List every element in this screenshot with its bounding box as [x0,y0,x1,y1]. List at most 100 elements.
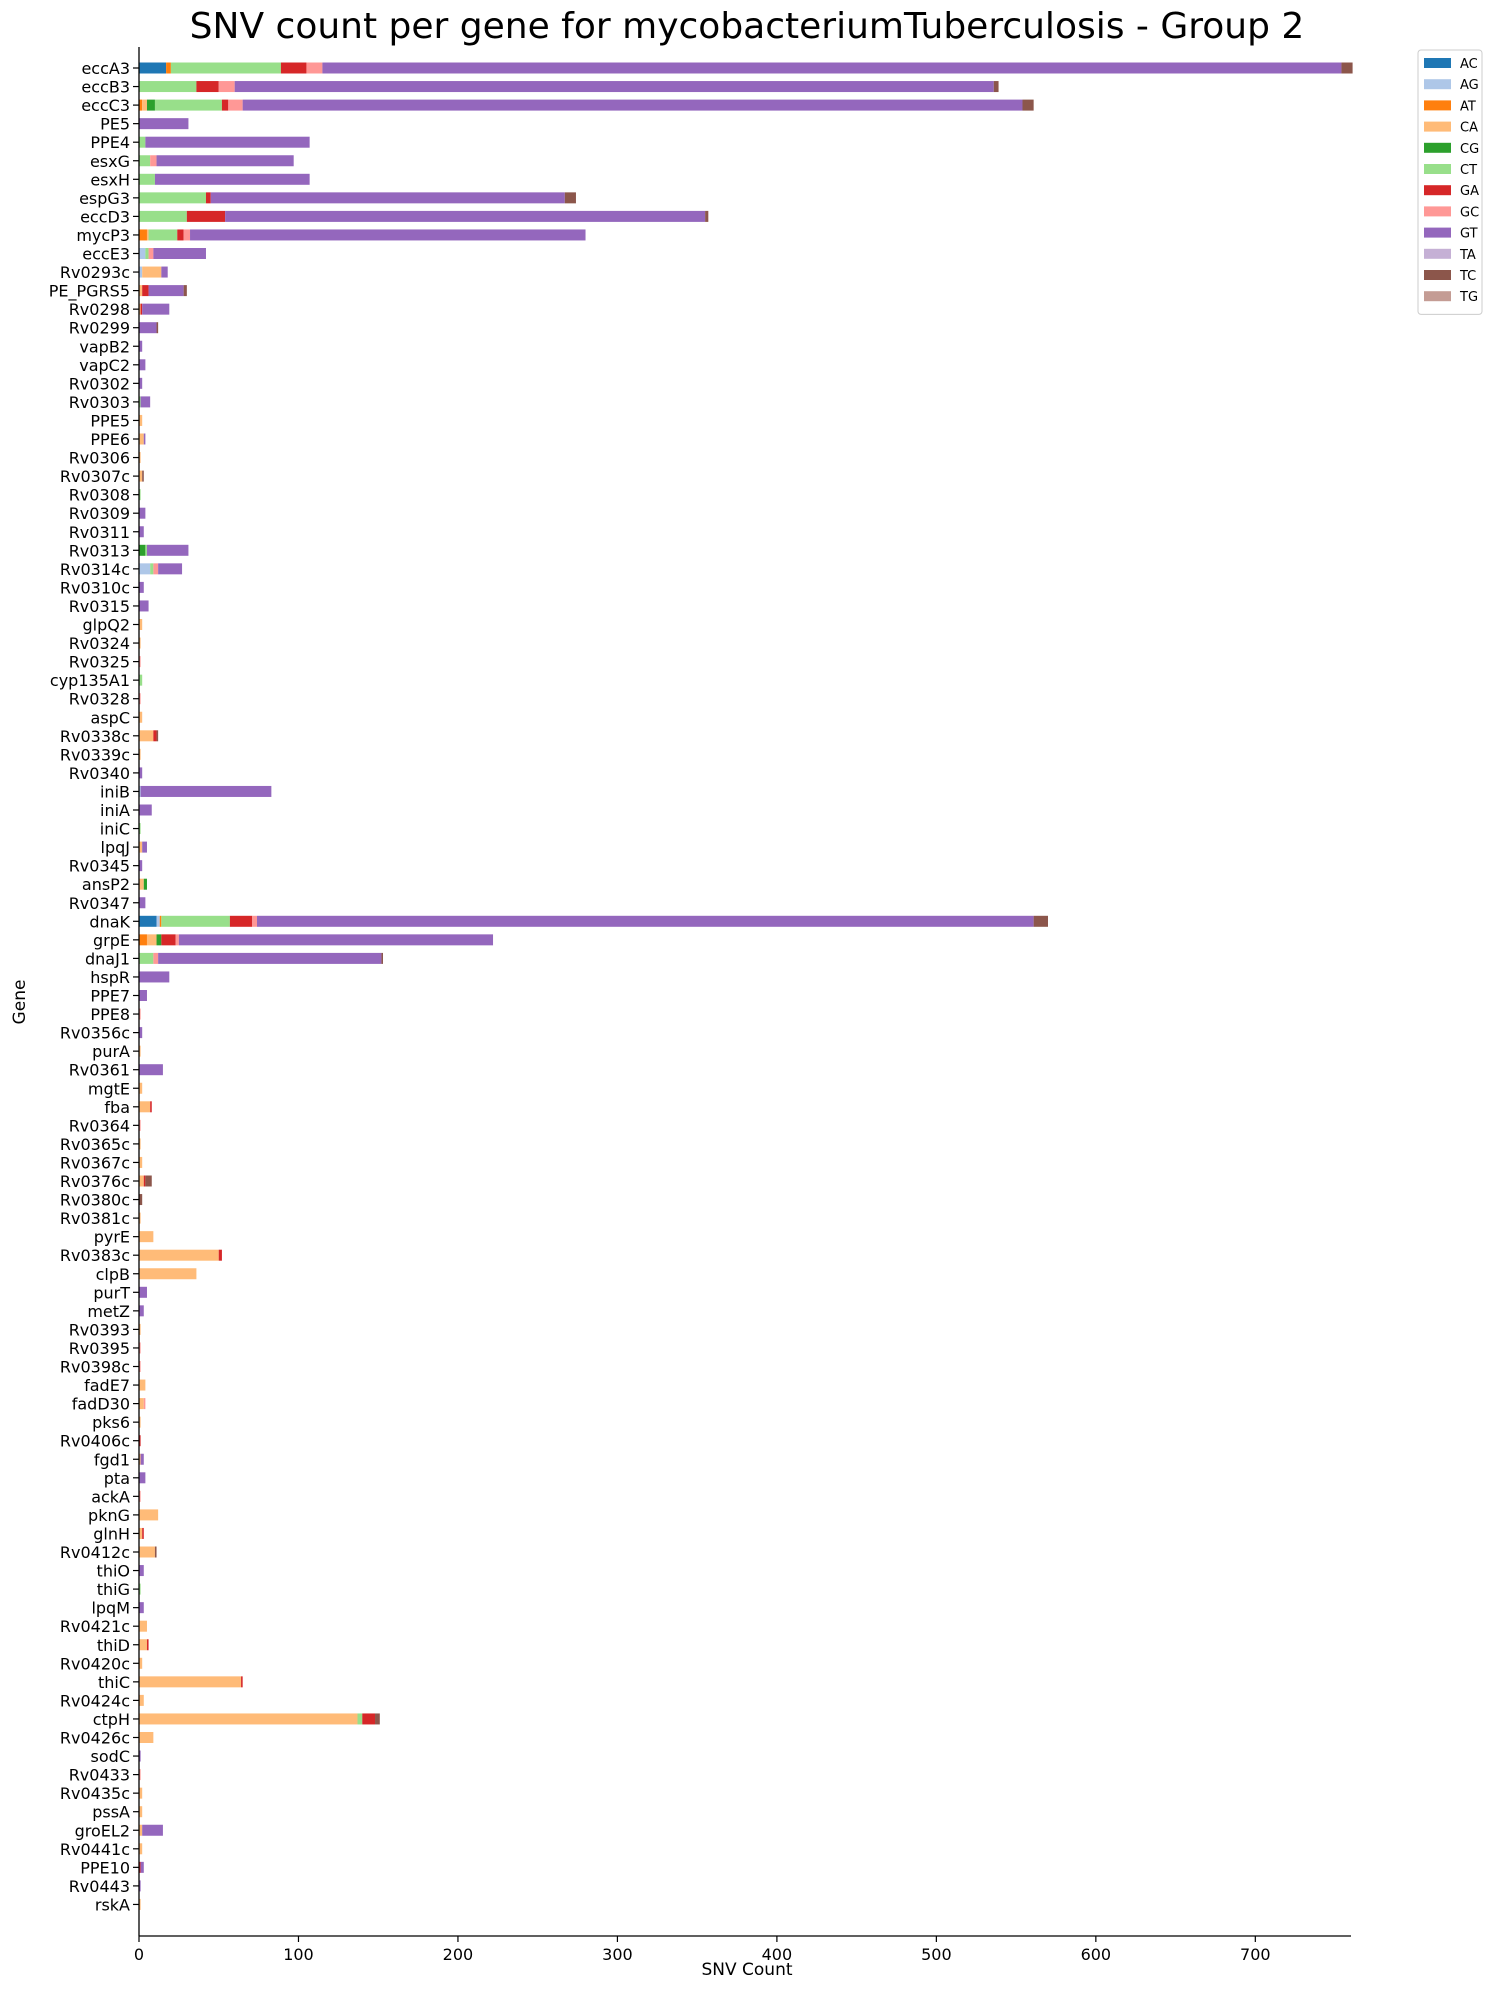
bar-Rv0340-GT [139,767,143,779]
bar-PPE10-GT [140,1861,144,1873]
bar-eccA3-CT [170,62,281,74]
bar-Rv0313-CG [139,544,146,556]
bar-Rv0376c-GA [143,1175,146,1187]
bar-iniB-AG [139,785,141,797]
y-tick-label: lpqJ [101,838,130,857]
x-tick-label: 600 [1081,1945,1112,1964]
y-tick-label: PE5 [100,115,130,134]
bar-ctpH-CA [139,1713,358,1725]
bar-Rv0435c-CA [139,1787,143,1799]
legend-frame [1417,49,1483,315]
bar-fadD30-CA [139,1398,144,1410]
legend-swatch-TG [1424,291,1451,302]
y-tick-label: glnH [93,1524,130,1543]
bar-dnaK-TC [1033,915,1048,927]
bar-dnaJ1-GT [158,952,382,964]
y-tick-label: Rv0347 [69,894,130,913]
y-axis: eccA3eccB3eccC3PE5PPE4esxGesxHespG3eccD3… [49,47,140,1936]
y-tick-label: Rv0435c [60,1784,130,1803]
bar-eccC3-CG [146,99,155,111]
bar-Rv0424c-CA [139,1694,144,1706]
legend-label-TC: TC [1459,269,1476,284]
y-tick-label: lpqM [91,1599,130,1618]
bar-eccA3-GC [306,62,323,74]
y-tick-label: pks6 [92,1413,130,1432]
y-axis-label: Gene [10,980,30,1025]
legend-swatch-GT [1424,227,1451,238]
bar-Rv0361-GT [139,1064,163,1076]
y-tick-label: Rv0345 [69,857,130,876]
y-tick-label: Rv0367c [60,1153,130,1172]
bar-eccE3-AG [139,248,146,259]
bar-PPE10-GA [139,1861,141,1873]
bar-Rv0302-GT [139,377,143,389]
bar-Rv0338c-GA [153,730,157,742]
bar-esxG-GT [156,155,294,167]
bar-pks6-CA [139,1416,141,1428]
bar-Rv0433-GC [139,1769,141,1781]
bar-Rv0307c-TC [142,470,144,482]
legend-label-AG: AG [1460,78,1479,93]
legend-swatch-TC [1424,270,1451,280]
y-tick-label: pyrE [94,1228,130,1247]
x-tick-label: 100 [283,1945,314,1964]
bar-eccD3-TC [705,210,709,222]
y-tick-label: Rv0380c [60,1191,130,1210]
bar-lpqJ-GT [142,841,147,853]
bar-Rv0310c-GT [139,581,144,593]
bar-fadE7-CA [139,1379,146,1391]
bar-Rv0421c-CA [139,1620,147,1632]
y-tick-label: Rv0325 [69,653,130,672]
bar-eccA3-TC [1341,62,1353,74]
y-tick-label: dnaJ1 [85,949,130,968]
bars-layer [139,62,1353,1910]
bar-dnaK-AC [139,915,157,927]
bar-PPE4-GT [145,136,310,148]
y-tick-label: ctpH [93,1710,130,1729]
legend-label-AC: AC [1460,57,1478,72]
y-tick-label: vapC2 [79,356,130,375]
bar-Rv0376c-CA [139,1175,144,1187]
bar-thiC-CA [139,1676,242,1688]
y-tick-label: Rv0364 [69,1116,130,1135]
y-tick-label: PPE4 [90,133,130,152]
y-tick-label: thiC [98,1673,130,1692]
bar-mycP3-GA [177,229,184,241]
bar-Rv0303-CT [139,396,141,408]
y-tick-label: Rv0365c [60,1135,130,1154]
y-tick-label: Rv0383c [60,1246,130,1265]
y-tick-label: hspR [90,968,130,987]
bar-eccA3-AC [139,62,167,74]
bar-rskA-CA [139,1898,141,1910]
bar-Rv0293c-CA [142,266,162,278]
bar-purA-CA [139,1045,141,1057]
bar-Rv0406c-GA [139,1435,141,1447]
bar-dnaJ1-CT [139,952,154,964]
bar-PPE4-CT [139,136,146,148]
y-tick-label: Rv0398c [60,1358,130,1377]
y-tick-label: Rv0298 [69,300,130,319]
bar-Rv0311-GT [139,526,144,538]
bar-Rv0306-CA [139,452,141,464]
bar-eccB3-GA [196,81,219,93]
legend-swatch-CA [1424,121,1451,132]
bar-Rv0338c-TC [156,730,159,742]
y-tick-label: Rv0315 [69,597,130,616]
bar-Rv0356c-GT [139,1027,143,1039]
y-tick-label: Rv0376c [60,1172,130,1191]
bar-iniA-GT [139,804,152,816]
y-tick-label: Rv0412c [60,1543,130,1562]
bar-pssA-CA [139,1806,143,1818]
bar-Rv0441c-CA [139,1843,143,1855]
y-tick-label: iniC [100,820,130,839]
y-tick-label: Rv0313 [69,541,130,560]
y-tick-label: Rv0307c [60,467,130,486]
chart-title: SNV count per gene for mycobacteriumTube… [190,6,1305,47]
bar-eccD3-CT [139,210,187,222]
bar-eccC3-CA [142,99,147,111]
bar-ctpH-CT [357,1713,363,1725]
legend-label-GT: GT [1460,227,1478,242]
y-tick-label: rskA [95,1895,130,1914]
y-tick-label: Rv0328 [69,690,130,709]
bar-espG3-TC [564,192,576,204]
